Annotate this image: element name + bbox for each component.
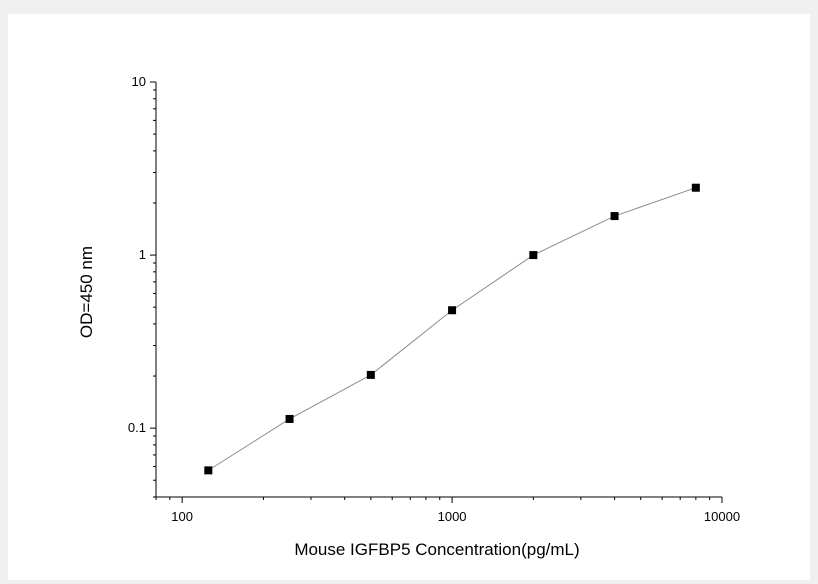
y-axis-title: OD=450 nm (77, 246, 96, 338)
series-line (208, 187, 697, 471)
chart-panel (8, 14, 810, 580)
data-point (285, 414, 294, 423)
data-point (691, 183, 700, 192)
x-axis-title: Mouse IGFBP5 Concentration(pg/mL) (294, 540, 579, 559)
y-tick-label: 10 (132, 74, 146, 89)
data-point (366, 370, 375, 379)
x-tick-label: 1000 (438, 509, 467, 524)
x-tick-label: 100 (171, 509, 193, 524)
data-point (529, 251, 538, 260)
data-point (204, 466, 213, 475)
data-point (448, 306, 457, 315)
data-point (610, 212, 619, 221)
y-tick-label: 0.1 (128, 420, 146, 435)
ticks: 100 1000 10000 0.1 1 10 (128, 74, 740, 524)
axes (155, 82, 722, 498)
series (204, 183, 700, 475)
x-tick-label: 10000 (704, 509, 740, 524)
y-tick-label: 1 (139, 247, 146, 262)
